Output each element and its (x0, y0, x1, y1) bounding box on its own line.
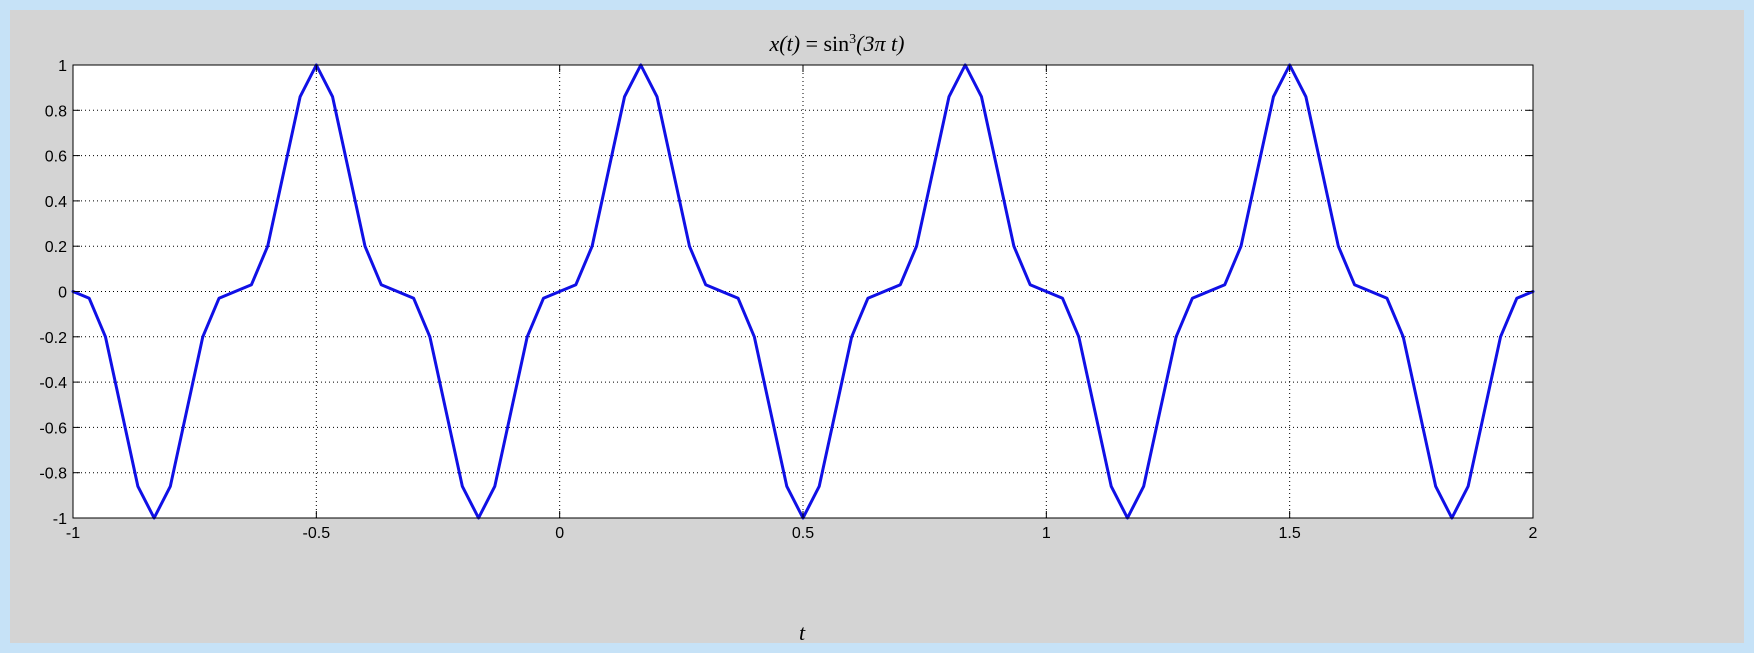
y-tick-label: -0.8 (39, 466, 67, 483)
figure-window: x(t) = sin3(3π t) -1 -0.5 0 0.5 1 1.5 2 1 0.8 0.6… (10, 10, 1744, 643)
y-tick-label: -1 (53, 511, 67, 528)
y-tick-label: -0.4 (39, 375, 67, 392)
x-tick-label: 2 (1529, 525, 1538, 542)
y-tick-label: 0.2 (45, 239, 67, 256)
x-tick-label: -1 (66, 525, 80, 542)
x-axis-label: t (799, 620, 806, 643)
y-tick-label: 1 (58, 58, 67, 75)
y-tick-label: -0.2 (39, 330, 67, 347)
title-equals: = (800, 31, 823, 56)
x-tick-label: 1 (1042, 525, 1051, 542)
y-tick-label: 0 (58, 285, 67, 302)
title-exponent: 3 (849, 32, 856, 47)
grid-lines (73, 65, 1533, 518)
x-tick-label: 1.5 (1279, 525, 1301, 542)
y-tick-label: -0.6 (39, 420, 67, 437)
x-tick-label: 0.5 (792, 525, 814, 542)
title-arg: (3π t) (856, 31, 904, 56)
chart-title: x(t) = sin3(3π t) (769, 31, 905, 56)
chart-svg: x(t) = sin3(3π t) -1 -0.5 0 0.5 1 1.5 2 1 0.8 0.6… (39, 31, 1537, 643)
title-func: sin (823, 31, 849, 56)
y-tick-label: 0.8 (45, 103, 67, 120)
ticks-group: -1 -0.5 0 0.5 1 1.5 2 1 0.8 0.6 0.4 0.2 0 -0.2 -0.4 -0.… (39, 58, 1537, 542)
x-tick-label: -0.5 (303, 525, 331, 542)
title-lhs: x(t) (769, 31, 801, 56)
x-tick-label: 0 (555, 525, 564, 542)
y-tick-label: 0.4 (45, 194, 67, 211)
y-tick-label: 0.6 (45, 149, 67, 166)
